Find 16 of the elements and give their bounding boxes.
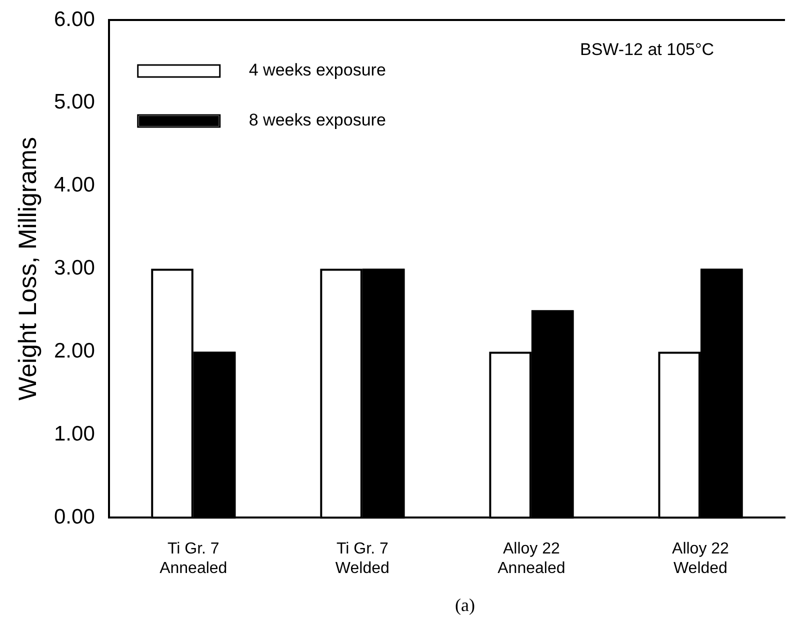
y-tick-label: 2.00 (54, 340, 95, 363)
x-tick-label: Ti Gr. 7 Annealed (160, 540, 228, 577)
y-tick-label: 6.00 (54, 8, 95, 31)
legend-label: 8 weeks exposure (248, 110, 386, 130)
x-tick-label: Ti Gr. 7 Welded (335, 540, 390, 577)
x-tick-label: Alloy 22 Annealed (498, 540, 566, 577)
text: (a) (455, 595, 475, 616)
y-tick-label: 5.00 (54, 90, 95, 114)
y-tick-label: 1.00 (54, 422, 95, 446)
y-tick-label: 0.00 (54, 505, 95, 528)
y-tick-label: 3.00 (54, 256, 95, 280)
y-axis-title: Weight Loss, Milligrams (14, 137, 42, 401)
y-tick-label: 4.00 (54, 174, 95, 197)
legend-label: 4 weeks exposure (248, 60, 386, 80)
x-tick-label: Alloy 22 Welded (672, 540, 730, 577)
annotation: BSW-12 at 105°C (580, 40, 714, 60)
